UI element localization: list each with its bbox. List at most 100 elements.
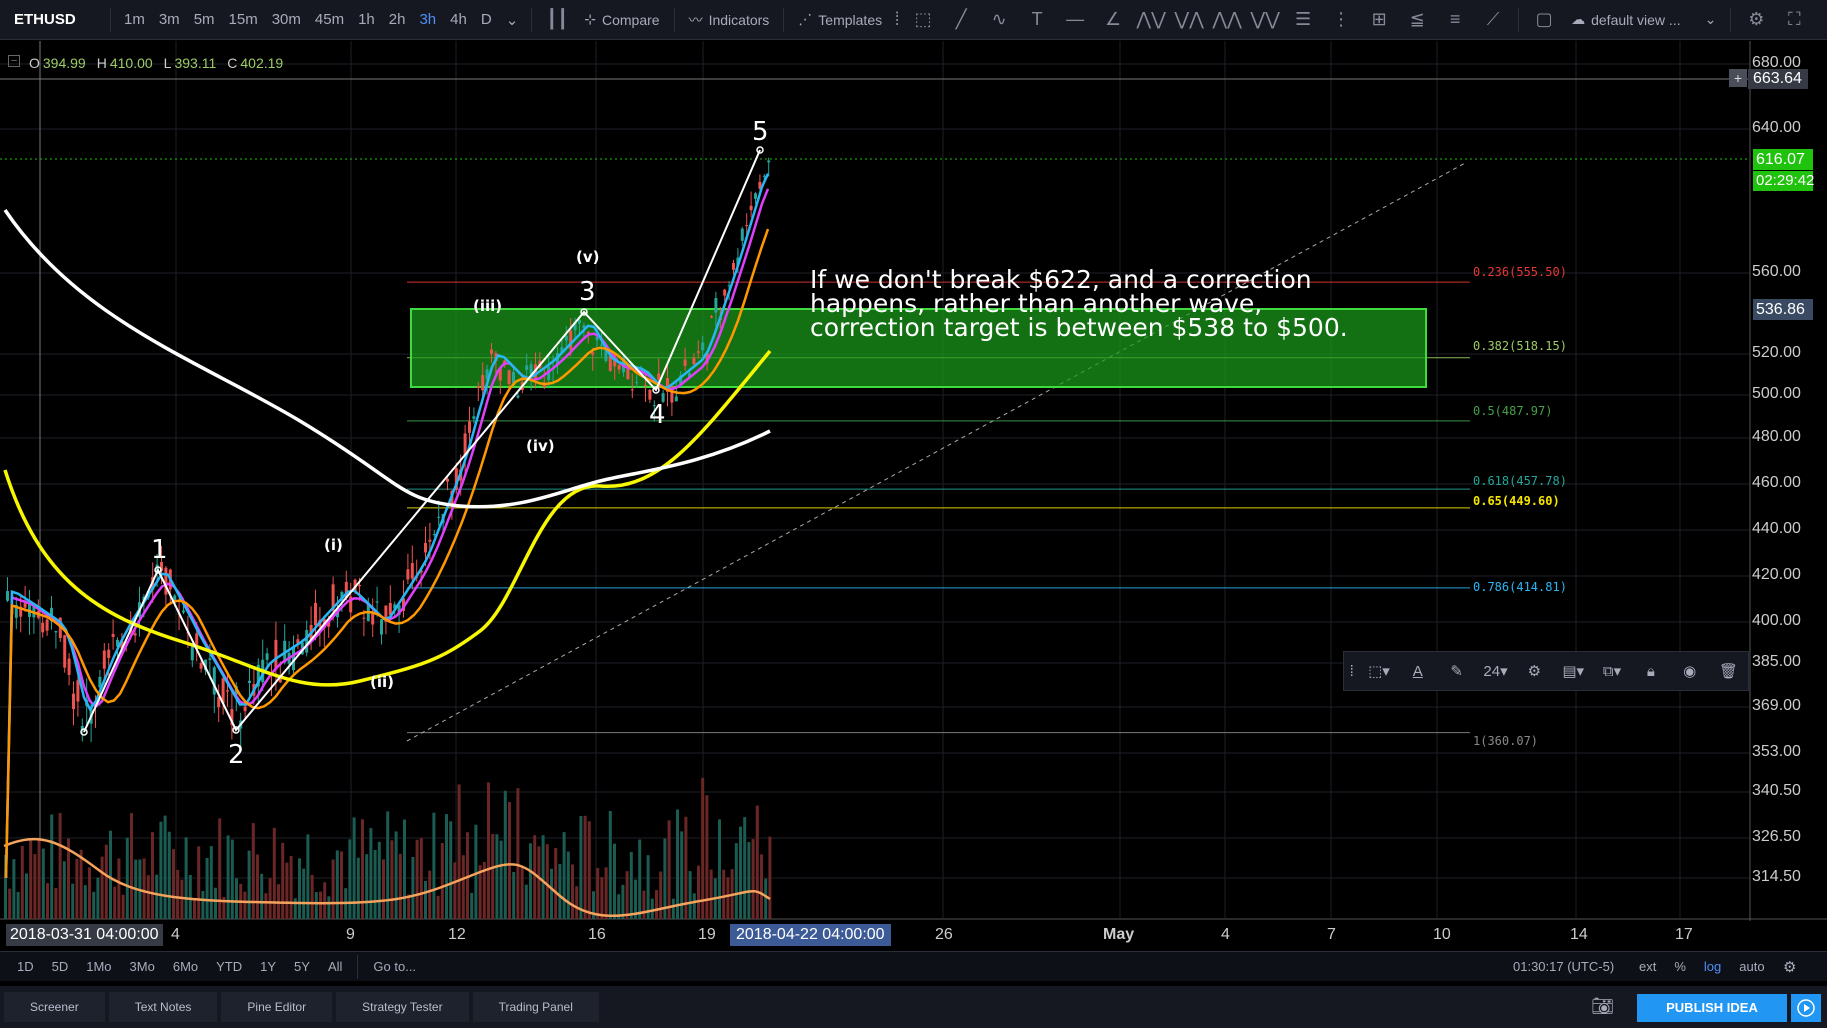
text-color-icon[interactable]: A (1412, 662, 1423, 680)
candle-body (393, 604, 397, 609)
range-ytd[interactable]: YTD (216, 959, 243, 974)
drag-handle-icon[interactable]: ⁞ (1349, 662, 1354, 680)
visual-order-icon[interactable]: ▤▾ (1562, 663, 1585, 680)
interval-5m[interactable]: 5m (193, 11, 215, 28)
volume-bar (251, 823, 255, 919)
volume-bar (512, 872, 516, 919)
candle-body (63, 635, 67, 668)
interval-4h[interactable]: 4h (450, 11, 467, 28)
chevron-down-icon[interactable]: ⌄ (505, 11, 519, 29)
volume-bar (650, 898, 654, 919)
footer-tab-strategy-tester[interactable]: Strategy Tester (336, 992, 469, 1022)
interval-1h[interactable]: 1h (358, 11, 375, 28)
range-6mo[interactable]: 6Mo (172, 959, 199, 974)
pencil-icon[interactable]: ✎ (1450, 663, 1463, 680)
settings-gear-icon[interactable]: ⚙ (1527, 663, 1542, 680)
trash-icon[interactable]: 🗑︎ (1719, 663, 1739, 680)
range-1y[interactable]: 1Y (260, 959, 277, 974)
scale-option-log[interactable]: log (1703, 959, 1722, 974)
publish-idea-button[interactable]: PUBLISH IDEA (1637, 994, 1787, 1022)
elliott-wave-point (756, 146, 764, 154)
brush-icon[interactable]: ∿ (991, 9, 1007, 29)
horizontal-line-icon[interactable]: — (1066, 9, 1085, 29)
scale-option-auto[interactable]: auto (1739, 959, 1765, 974)
candle-body (762, 175, 766, 177)
interval-15m[interactable]: 15m (228, 11, 258, 28)
chart-area[interactable] (0, 41, 1827, 921)
candle-body (164, 567, 168, 595)
fib-extension-icon[interactable]: ⋮ (1332, 9, 1351, 29)
fib-retracement-icon[interactable]: ☰ (1295, 9, 1312, 29)
goto-button[interactable]: Go to... (373, 959, 417, 974)
interval-1m[interactable]: 1m (124, 11, 145, 28)
chart-canvas[interactable] (0, 41, 1827, 921)
trend-line-icon[interactable]: ╱ (955, 9, 967, 29)
settings-gear-icon[interactable]: ⚙ (1783, 958, 1797, 976)
candle-body (384, 605, 388, 622)
clone-icon[interactable]: ⧉▾ (1602, 663, 1622, 680)
candle-body (688, 373, 691, 378)
compare-button[interactable]: ⊹ Compare (576, 11, 667, 28)
layout-icon[interactable]: ▢ (1535, 9, 1553, 29)
default-view-button[interactable]: ☁ default view ... ⌄ (1563, 11, 1724, 28)
annotation-text[interactable]: If we don't break $622, and a correction… (810, 265, 1348, 342)
indicators-button[interactable]: 〰 Indicators (681, 10, 778, 30)
volume-bar (440, 842, 444, 919)
selection-mode-icon[interactable]: ⬚▾ (1368, 663, 1390, 680)
play-icon[interactable] (1791, 994, 1821, 1022)
pattern-abcd-icon[interactable]: ⋁⋀ (1174, 9, 1204, 29)
interval-30m[interactable]: 30m (271, 11, 301, 28)
settings-gear-icon[interactable]: ⚙ (1748, 9, 1765, 29)
elliott-wave-icon[interactable]: ⋀⋀ (1212, 9, 1242, 29)
pattern-xabcd-icon[interactable]: ⋀⋁ (1136, 9, 1166, 29)
wave-label-iv: (iv) (526, 437, 555, 455)
candle-type-icon[interactable]: ┃┃ (546, 9, 569, 29)
range-1d[interactable]: 1D (17, 959, 34, 974)
templates-button[interactable]: ⋰ Templates (790, 11, 890, 28)
eye-icon[interactable]: ◉ (1683, 663, 1697, 680)
fib-fan-icon[interactable]: ≦ (1409, 9, 1425, 29)
candle-body (133, 633, 137, 636)
candle-body (758, 181, 762, 189)
symbol-search[interactable]: ETHUSD (14, 11, 76, 28)
volume-bar (466, 832, 469, 919)
lock-icon[interactable]: 🔒︎ (1646, 662, 1655, 680)
measure-icon[interactable]: ⟋ (1486, 9, 1500, 29)
interval-45m[interactable]: 45m (314, 11, 345, 28)
rectangle-select-icon[interactable]: ⬚ (914, 9, 932, 29)
templates-label: Templates (818, 11, 883, 28)
font-size-select[interactable]: 24 ▾ (1483, 662, 1508, 681)
footer-tab-screener[interactable]: Screener (4, 992, 105, 1022)
fib-level-label: 0.65(449.60) (1473, 494, 1560, 508)
collapse-icon[interactable]: – (8, 55, 20, 67)
camera-icon[interactable]: 📷︎ (1591, 996, 1614, 1016)
interval-2h[interactable]: 2h (388, 11, 406, 28)
range-all[interactable]: All (327, 959, 343, 974)
candle-body (476, 386, 480, 389)
candle-body (212, 667, 216, 695)
volume-bar (356, 857, 360, 919)
crosshair-add-icon[interactable]: + (1729, 69, 1747, 87)
interval-3m[interactable]: 3m (158, 11, 180, 28)
interval-3h[interactable]: 3h (419, 11, 437, 28)
fullscreen-icon[interactable]: ⛶ (1788, 9, 1801, 29)
range-5y[interactable]: 5Y (294, 959, 310, 974)
footer-tab-pine-editor[interactable]: Pine Editor (221, 992, 333, 1022)
volume-bar (46, 883, 49, 919)
footer-tab-text-notes[interactable]: Text Notes (108, 992, 218, 1022)
range-5d[interactable]: 5D (51, 959, 69, 974)
elliott-abc-icon[interactable]: ⋁⋁ (1250, 9, 1280, 29)
text-tool-icon[interactable]: T (1031, 9, 1043, 29)
scale-option-ext[interactable]: ext (1639, 959, 1657, 974)
scale-option-percent[interactable]: % (1674, 959, 1686, 974)
interval-D[interactable]: D (480, 11, 492, 28)
range-1mo[interactable]: 1Mo (86, 959, 112, 974)
candle-body (578, 319, 581, 324)
pitchfork-icon[interactable]: ≡ (1449, 9, 1461, 29)
range-3mo[interactable]: 3Mo (129, 959, 155, 974)
volume-bar (348, 839, 352, 919)
angle-tool-icon[interactable]: ∠ (1105, 9, 1122, 29)
gann-box-icon[interactable]: ⊞ (1371, 9, 1387, 29)
drag-handle-icon[interactable]: ⁞ (894, 9, 900, 29)
footer-tab-trading-panel[interactable]: Trading Panel (472, 992, 599, 1022)
